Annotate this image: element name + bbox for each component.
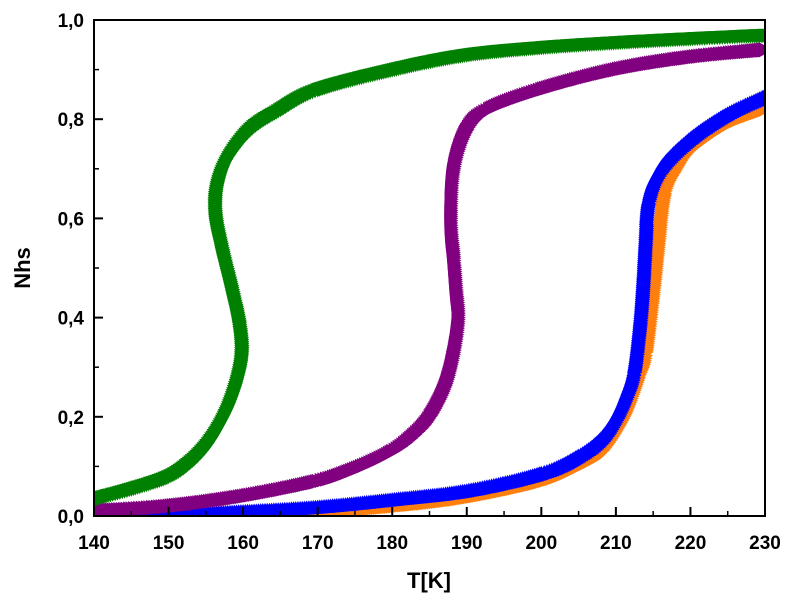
plot-frame bbox=[93, 19, 766, 517]
series-3 bbox=[94, 28, 765, 507]
y-tick-label: 0,2 bbox=[58, 408, 84, 429]
x-tick-label: 220 bbox=[675, 533, 707, 554]
y-tick-label: 0,0 bbox=[58, 507, 84, 528]
x-tick-label: 150 bbox=[153, 533, 185, 554]
y-tick-label: 0,4 bbox=[58, 309, 85, 330]
x-tick-label: 180 bbox=[376, 533, 408, 554]
y-tick-label: 0,6 bbox=[58, 209, 84, 230]
x-tick-label: 160 bbox=[227, 533, 259, 554]
data-point bbox=[759, 42, 765, 58]
x-tick-label: 170 bbox=[302, 533, 334, 554]
y-tick-label: 0,8 bbox=[58, 110, 84, 131]
x-axis: 140 150 160 170 180 190 200 210 220 230 bbox=[78, 507, 781, 554]
series-layer bbox=[94, 28, 765, 516]
x-axis-title: T[K] bbox=[407, 568, 451, 593]
x-tick-label: 190 bbox=[451, 533, 483, 554]
x-tick-label: 200 bbox=[525, 533, 557, 554]
y-axis: 0,0 0,2 0,4 0,6 0,8 1,0 bbox=[58, 11, 103, 528]
x-tick-label: 230 bbox=[749, 533, 781, 554]
y-axis-title: Nhs bbox=[10, 247, 35, 289]
series-2 bbox=[94, 42, 765, 516]
x-tick-label: 140 bbox=[78, 533, 110, 554]
x-tick-label: 210 bbox=[600, 533, 632, 554]
y-tick-label: 1,0 bbox=[58, 11, 84, 32]
